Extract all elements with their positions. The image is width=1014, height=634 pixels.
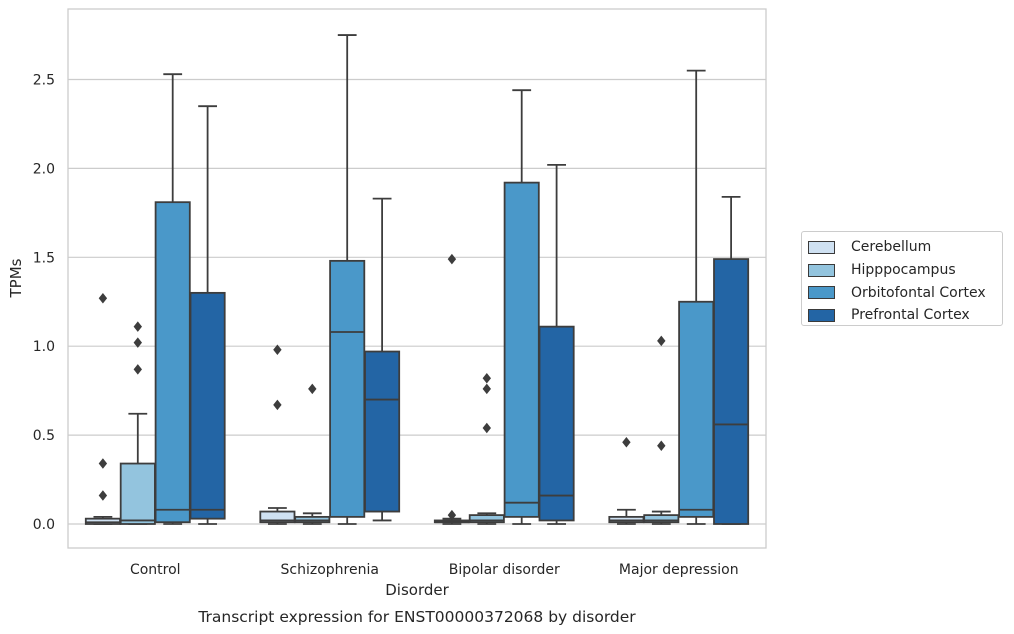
y-tick-label: 2.5	[33, 73, 55, 89]
legend-swatch	[808, 308, 835, 322]
outlier-point	[98, 458, 108, 469]
box-hipppocampus	[643, 335, 680, 525]
outlier-point	[657, 440, 666, 452]
box-body	[364, 350, 401, 513]
y-tick-label: 1.0	[33, 339, 55, 355]
x-tick-label: Schizophrenia	[281, 562, 379, 578]
legend-item: Orbitofontal Cortex	[808, 281, 1002, 304]
box-body	[468, 514, 505, 524]
legend-item: Cerebellum	[808, 236, 1002, 259]
box-body	[713, 258, 750, 525]
box-orbitofontal-cortex	[329, 34, 366, 525]
box-prefrontal-cortex	[189, 105, 226, 525]
box-cerebellum	[259, 344, 296, 525]
box-hipppocampus	[294, 383, 331, 525]
box-prefrontal-cortex	[713, 195, 750, 525]
legend-item: Prefrontal Cortex	[808, 304, 1002, 327]
outlier-point	[447, 253, 457, 265]
box-cerebellum	[84, 292, 121, 525]
y-tick-label: 2.0	[33, 161, 55, 177]
legend-label: Prefrontal Cortex	[851, 307, 970, 324]
y-tick-label: 0.0	[33, 517, 55, 533]
box-body	[678, 300, 715, 518]
legend-label: Hipppocampus	[851, 262, 956, 279]
outlier-point	[133, 337, 142, 348]
legend-label: Cerebellum	[851, 239, 932, 256]
outlier-point	[273, 344, 282, 356]
box-orbitofontal-cortex	[154, 73, 191, 525]
y-tick-labels: 0.0 0.5 1.0 1.5 2.0 2.5	[33, 73, 55, 534]
box-cerebellum	[608, 436, 645, 525]
chart-title: Transcript expression for ENST0000037206…	[197, 608, 636, 626]
box-hipppocampus	[468, 372, 505, 525]
y-tick-label: 1.5	[33, 250, 55, 266]
legend-swatch	[808, 286, 835, 300]
outlier-point	[657, 335, 666, 347]
legend-item: Hipppocampus	[808, 259, 1002, 282]
box-prefrontal-cortex	[364, 197, 401, 522]
box-body	[154, 201, 191, 524]
outlier-point	[308, 383, 317, 395]
box-orbitofontal-cortex	[503, 89, 540, 525]
box-series	[84, 34, 750, 525]
box-body	[643, 514, 680, 524]
outlier-point	[622, 436, 631, 448]
box-body	[329, 259, 366, 518]
x-tick-label: Bipolar disorder	[449, 562, 560, 578]
box-body	[503, 181, 540, 518]
outlier-point	[98, 490, 108, 501]
box-body	[538, 325, 575, 522]
outlier-point	[482, 372, 491, 384]
x-axis-label: Disorder	[385, 581, 449, 599]
x-tick-labels: Control Schizophrenia Bipolar disorder Majo…	[130, 562, 739, 578]
box-hipppocampus	[119, 321, 156, 525]
box-cerebellum	[433, 253, 470, 525]
y-axis-label: TPMs	[7, 258, 25, 298]
outlier-point	[273, 399, 282, 411]
x-tick-label: Major depression	[619, 562, 739, 578]
outlier-point	[447, 509, 457, 521]
x-tick-label: Control	[130, 562, 181, 578]
outlier-point	[482, 422, 491, 434]
box-body	[119, 462, 156, 525]
outlier-point	[98, 292, 108, 304]
box-orbitofontal-cortex	[678, 69, 715, 525]
legend-swatch	[808, 263, 835, 277]
y-tick-label: 0.5	[33, 428, 55, 444]
box-prefrontal-cortex	[538, 163, 575, 525]
outlier-point	[482, 383, 491, 395]
outlier-point	[133, 364, 142, 375]
legend: Cerebellum Hipppocampus Orbitofontal Corte…	[801, 231, 1003, 326]
plot-frame	[67, 8, 767, 549]
outlier-point	[133, 321, 142, 332]
legend-swatch	[808, 240, 835, 254]
box-body	[189, 291, 226, 520]
legend-label: Orbitofontal Cortex	[851, 284, 986, 301]
